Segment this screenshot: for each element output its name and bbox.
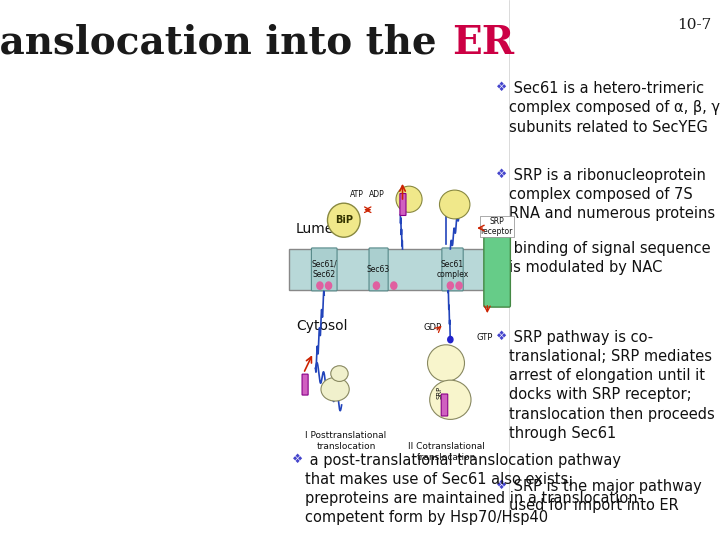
FancyBboxPatch shape [302,374,308,395]
Ellipse shape [439,190,470,219]
Circle shape [456,282,462,289]
FancyBboxPatch shape [441,394,448,416]
Text: ❖: ❖ [495,330,507,343]
Text: ❖: ❖ [495,479,507,492]
Text: II Cotranslational
translocation: II Cotranslational translocation [408,442,485,462]
Text: ADP: ADP [369,190,384,199]
Ellipse shape [330,366,348,381]
Circle shape [391,282,397,289]
Text: ❖: ❖ [495,241,507,254]
FancyBboxPatch shape [484,232,510,307]
Text: GTP: GTP [477,333,493,342]
Text: Translocation into the: Translocation into the [0,24,450,62]
Ellipse shape [428,345,464,381]
Text: Lumen: Lumen [296,222,343,236]
Circle shape [374,282,379,289]
Text: GDP: GDP [424,323,442,332]
FancyBboxPatch shape [311,248,337,291]
FancyBboxPatch shape [289,249,507,290]
Ellipse shape [321,377,349,401]
Text: SRP
receptor: SRP receptor [481,217,513,236]
Ellipse shape [430,380,471,420]
FancyBboxPatch shape [369,248,388,291]
FancyBboxPatch shape [442,248,463,291]
FancyBboxPatch shape [400,193,406,215]
Text: SRP is a ribonucleoprotein
complex composed of 7S
RNA and numerous proteins: SRP is a ribonucleoprotein complex compo… [509,167,715,221]
Text: I Posttranslational
translocation: I Posttranslational translocation [305,431,387,451]
Text: Sec61/
Sec62: Sec61/ Sec62 [311,260,337,279]
Text: BiP: BiP [335,215,353,225]
Text: ER: ER [453,24,515,62]
Text: ❖: ❖ [495,167,507,180]
Text: binding of signal sequence
is modulated by NAC: binding of signal sequence is modulated … [509,241,711,275]
Ellipse shape [396,186,422,212]
Text: Cytosol: Cytosol [296,319,348,333]
Text: SRP pathway is co-
translational; SRP mediates
arrest of elongation until it
doc: SRP pathway is co- translational; SRP me… [509,330,715,441]
Circle shape [447,282,454,289]
Circle shape [317,282,323,289]
Text: SRP: SRP [436,386,443,399]
Ellipse shape [328,203,360,237]
Text: ATP: ATP [350,190,364,199]
Text: Sec63: Sec63 [367,265,390,274]
Text: Sec61 is a hetero-trimeric
complex composed of α, β, γ
subunits related to SecYE: Sec61 is a hetero-trimeric complex compo… [509,81,720,134]
Text: SRP is the major pathway
used for import into ER: SRP is the major pathway used for import… [509,479,702,513]
Text: ❖: ❖ [495,81,507,94]
Circle shape [325,282,332,289]
Circle shape [448,336,453,343]
Text: Sec61
complex: Sec61 complex [436,260,469,279]
Text: a post-translational translocation pathway
that makes use of Sec61 also exists;
: a post-translational translocation pathw… [305,453,643,525]
Text: 10-7: 10-7 [677,18,711,32]
Text: ❖: ❖ [292,453,303,466]
